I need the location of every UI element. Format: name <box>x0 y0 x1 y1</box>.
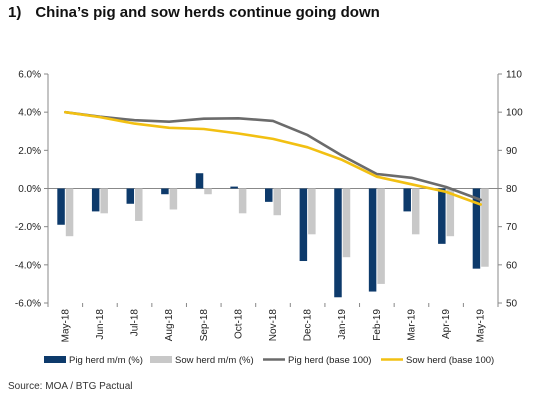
chart: 6.0% 4.0% 2.0% 0.0% -2.0% -4.0% -6.0% 110 100 90 8… <box>15 70 523 367</box>
legend-label: Pig herd (base 100) <box>288 355 371 366</box>
chart-title-text: China’s pig and sow herds continue going… <box>35 4 380 21</box>
legend-pig-herd-mm: Pig herd m/m (%) <box>44 355 143 366</box>
pig-herd-mm-bar <box>161 188 169 195</box>
pig-herd-mm-bar <box>334 188 342 298</box>
x-tick-label: Jun-18 <box>95 309 106 340</box>
legend-label: Sow herd m/m (%) <box>175 355 254 366</box>
legend-swatch <box>44 356 66 363</box>
axes: 6.0% 4.0% 2.0% 0.0% -2.0% -4.0% -6.0% 110 100 90 8… <box>15 70 523 343</box>
right-tick-label: 100 <box>506 108 523 119</box>
legend-label: Pig herd m/m (%) <box>69 355 143 366</box>
left-tick-label: -6.0% <box>15 299 41 310</box>
sow-herd-mm-bar <box>308 188 316 235</box>
sow-herd-mm-bar <box>377 188 385 284</box>
x-tick-label: Mar-19 <box>406 309 417 341</box>
sow-herd-mm-bar <box>169 188 178 210</box>
left-tick-label: -4.0% <box>15 260 41 271</box>
x-tick-label: Apr-19 <box>441 309 452 339</box>
right-tick-label: 60 <box>506 260 518 271</box>
x-tick-label: Jul-18 <box>130 309 141 337</box>
left-tick-label: 0.0% <box>18 184 41 195</box>
right-tick-label: 110 <box>506 70 522 81</box>
pig-herd-mm-bar <box>472 188 481 269</box>
legend-sow-herd-mm: Sow herd m/m (%) <box>150 355 254 366</box>
right-tick-label: 70 <box>506 222 518 233</box>
sow-herd-mm-bar <box>135 188 143 221</box>
x-tick-label: Dec-18 <box>303 309 314 342</box>
legend-sow-herd-index: Sow herd (base 100) <box>381 355 494 366</box>
sow-herd-index-line <box>64 110 483 206</box>
sow-herd-mm-bar <box>100 188 108 214</box>
bars <box>57 173 489 298</box>
pig-herd-mm-bar <box>438 188 446 244</box>
pig-herd-mm-bar <box>91 188 100 212</box>
sow-herd-mm-bar <box>204 188 212 195</box>
pig-herd-mm-bar <box>403 188 411 212</box>
x-tick-label: Oct-18 <box>233 309 244 339</box>
pig-herd-mm-bar <box>265 188 273 202</box>
chart-number: 1) <box>8 4 22 21</box>
right-tick-label: 90 <box>506 146 518 157</box>
x-tick-label: Aug-18 <box>164 309 175 342</box>
x-tick-label: Jan-19 <box>337 309 348 340</box>
sow-herd-mm-bar <box>481 188 489 267</box>
source-note: Source: MOA / BTG Pactual <box>8 381 133 392</box>
x-tick-label: May-18 <box>60 309 71 343</box>
pig-herd-mm-bar <box>126 188 135 204</box>
lines <box>64 110 483 206</box>
x-tick-label: Feb-19 <box>372 309 383 341</box>
left-tick-label: -2.0% <box>15 222 41 233</box>
pig-herd-mm-bar <box>299 188 308 262</box>
sow-herd-mm-bar <box>446 188 455 237</box>
right-tick-label: 80 <box>506 184 518 195</box>
pig-herd-index-line <box>64 110 483 202</box>
pig-herd-mm-bar <box>230 186 238 189</box>
sow-herd-mm-bar <box>411 188 420 235</box>
sow-herd-mm-bar <box>65 188 74 237</box>
legend-swatch <box>150 356 172 363</box>
left-tick-label: 2.0% <box>18 146 41 157</box>
sow-herd-mm-bar <box>342 188 351 258</box>
x-tick-label: Sep-18 <box>199 309 210 342</box>
right-tick-label: 50 <box>506 299 518 310</box>
x-tick-label: May-19 <box>476 309 487 343</box>
sow-herd-mm-bar <box>238 188 247 214</box>
x-tick-label: Nov-18 <box>268 309 279 342</box>
pig-herd-mm-bar <box>57 188 65 225</box>
legend-pig-herd-index: Pig herd (base 100) <box>263 355 371 366</box>
legend-label: Sow herd (base 100) <box>406 355 494 366</box>
left-tick-label: 4.0% <box>18 108 41 119</box>
chart-title: 1) China’s pig and sow herds continue goi… <box>8 4 380 21</box>
left-tick-label: 6.0% <box>18 70 41 81</box>
pig-herd-mm-bar <box>368 188 377 292</box>
pig-herd-mm-bar <box>195 173 204 189</box>
legend: Pig herd m/m (%) Sow herd m/m (%) Pig herd… <box>44 355 494 366</box>
sow-herd-mm-bar <box>273 188 281 216</box>
